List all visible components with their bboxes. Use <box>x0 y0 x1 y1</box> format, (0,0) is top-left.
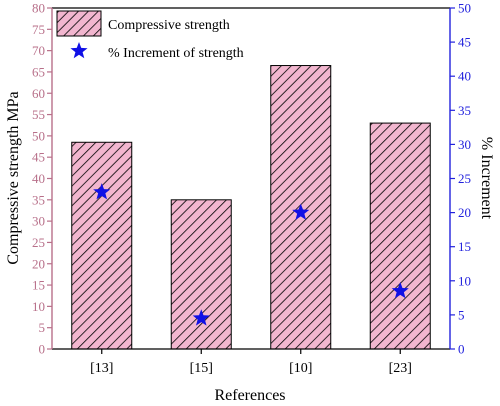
bar <box>71 141 133 350</box>
star-point <box>292 203 310 220</box>
x-tick-label: [13] <box>90 361 113 376</box>
y-tick-label: 40 <box>32 171 45 186</box>
y2-tick-label: 0 <box>458 342 465 357</box>
y-tick-label: 15 <box>32 278 45 293</box>
y2-tick-label: 45 <box>458 35 471 50</box>
y-tick-label: 60 <box>32 86 45 101</box>
star-point <box>192 309 210 326</box>
legend-star <box>70 42 88 59</box>
y-tick-label: 65 <box>32 64 45 79</box>
y2-tick-label: 15 <box>458 239 471 254</box>
y-tick-label: 55 <box>32 107 45 122</box>
y2-axis-title: % Increment <box>478 137 495 220</box>
y-tick-label: 35 <box>32 192 45 207</box>
axes: 0 5 10 15 20 25 30 35 40 45 50 55 60 65 70 75 80 0 5 10 15 20… <box>32 1 471 377</box>
y-tick-label: 30 <box>32 214 45 229</box>
y2-tick-label: 25 <box>458 171 471 186</box>
y-axis-title: Compressive strength MPa <box>5 91 22 264</box>
y-tick-label: 75 <box>32 22 45 37</box>
legend-bar-label: Compressive strength <box>108 18 230 33</box>
y-tick-label: 5 <box>39 320 46 335</box>
y2-tick-label: 20 <box>458 205 471 220</box>
star-point <box>93 183 111 200</box>
y-tick-label: 10 <box>32 299 45 314</box>
y2-tick-label: 30 <box>458 137 471 152</box>
y2-tick-label: 10 <box>458 273 471 288</box>
y-tick-label: 45 <box>32 150 45 165</box>
y-tick-label: 70 <box>32 43 45 58</box>
y-tick-label: 0 <box>39 342 46 357</box>
x-tick-label: [15] <box>190 361 213 376</box>
legend: Compressive strength % Increment of stre… <box>56 10 244 61</box>
y-tick-label: 50 <box>32 128 45 143</box>
y2-tick-label: 50 <box>458 1 471 16</box>
star-point <box>391 282 409 299</box>
bar <box>369 122 431 350</box>
x-tick-label: [23] <box>389 361 412 376</box>
y-tick-label: 20 <box>32 256 45 271</box>
legend-bar-swatch <box>56 10 102 37</box>
y2-tick-label: 35 <box>458 103 471 118</box>
x-axis-title: References <box>214 387 285 404</box>
x-tick-label: [10] <box>289 361 312 376</box>
legend-star-icon <box>70 42 88 59</box>
y-tick-label: 25 <box>32 235 45 250</box>
legend-star-label: % Increment of strength <box>108 46 244 61</box>
y2-tick-label: 5 <box>458 307 465 322</box>
bar <box>170 199 232 350</box>
y2-tick-label: 40 <box>458 69 471 84</box>
plot-area <box>71 65 431 350</box>
y-tick-label: 80 <box>32 1 45 16</box>
